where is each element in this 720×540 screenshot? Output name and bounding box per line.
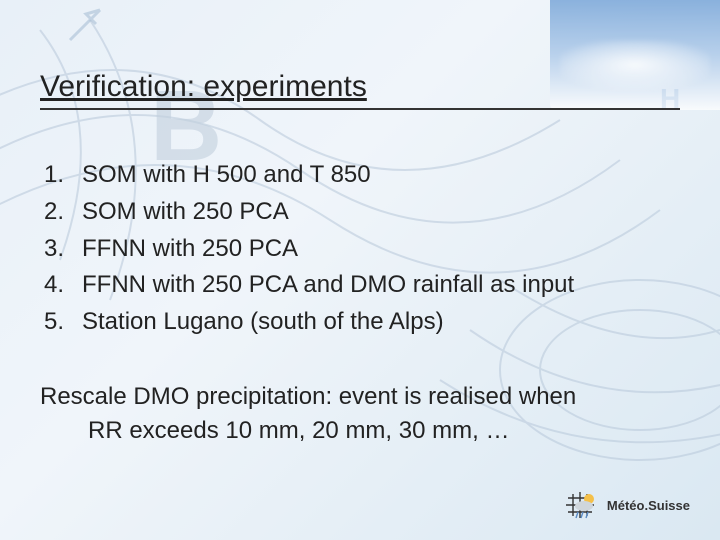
list-item: 5. Station Lugano (south of the Alps) bbox=[44, 305, 680, 340]
list-item: 3. FFNN with 250 PCA bbox=[44, 232, 680, 267]
para-line1: Rescale DMO precipitation: event is real… bbox=[40, 383, 576, 410]
rescale-paragraph: Rescale DMO precipitation: event is real… bbox=[40, 380, 680, 447]
list-number: 4. bbox=[44, 268, 72, 303]
experiment-list: 1. SOM with H 500 and T 850 2. SOM with … bbox=[44, 158, 680, 340]
list-number: 5. bbox=[44, 305, 72, 340]
list-text: SOM with 250 PCA bbox=[82, 195, 289, 230]
list-number: 3. bbox=[44, 232, 72, 267]
list-text: SOM with H 500 and T 850 bbox=[82, 158, 371, 193]
list-item: 1. SOM with H 500 and T 850 bbox=[44, 158, 680, 193]
list-text: FFNN with 250 PCA bbox=[82, 232, 298, 267]
list-item: 2. SOM with 250 PCA bbox=[44, 195, 680, 230]
slide-title: Verification: experiments bbox=[40, 70, 680, 104]
slide-content: Verification: experiments 1. SOM with H … bbox=[0, 0, 720, 540]
list-number: 2. bbox=[44, 195, 72, 230]
title-rule: Verification: experiments bbox=[40, 70, 680, 110]
list-item: 4. FFNN with 250 PCA and DMO rainfall as… bbox=[44, 268, 680, 303]
list-number: 1. bbox=[44, 158, 72, 193]
para-line2: RR exceeds 10 mm, 20 mm, 30 mm, … bbox=[40, 414, 680, 448]
list-text: Station Lugano (south of the Alps) bbox=[82, 305, 444, 340]
list-text: FFNN with 250 PCA and DMO rainfall as in… bbox=[82, 268, 574, 303]
